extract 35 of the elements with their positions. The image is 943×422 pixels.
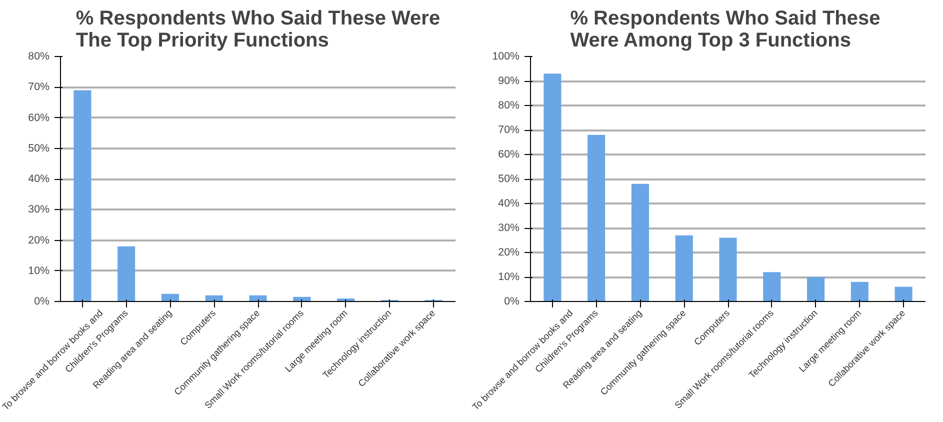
y-tick-label: 40% bbox=[28, 173, 50, 185]
y-tick-label: 80% bbox=[498, 100, 520, 112]
bar bbox=[719, 238, 737, 302]
bar bbox=[74, 90, 92, 302]
bar bbox=[249, 295, 267, 302]
y-tick-label: 0% bbox=[504, 296, 520, 308]
y-tick-label: 30% bbox=[498, 222, 520, 234]
y-tick-label: 70% bbox=[28, 81, 50, 94]
y-tick-label: 50% bbox=[498, 173, 520, 185]
y-tick-label: 90% bbox=[498, 75, 520, 87]
y-tick-label: 10% bbox=[28, 264, 50, 277]
chart-title: % Respondents Who Said These Were Among Top 3 Functions bbox=[570, 8, 880, 52]
bar bbox=[850, 282, 868, 302]
bar bbox=[675, 235, 693, 302]
y-tick-label: 60% bbox=[498, 148, 520, 160]
y-tick-label: 30% bbox=[28, 204, 50, 216]
y-tick-label: 100% bbox=[492, 50, 520, 62]
y-tick-label: 0% bbox=[34, 296, 50, 308]
bar bbox=[631, 184, 649, 302]
chart-title: % Respondents Who Said These Were The Top Priority Functions bbox=[76, 8, 440, 52]
bar bbox=[807, 277, 825, 302]
y-tick-label: 80% bbox=[28, 50, 50, 62]
y-tick-label: 10% bbox=[498, 271, 520, 283]
y-tick-label: 60% bbox=[28, 112, 50, 124]
y-tick-label: 20% bbox=[498, 246, 520, 258]
y-tick-label: 40% bbox=[498, 198, 520, 210]
bar bbox=[544, 74, 562, 302]
y-tick-label: 70% bbox=[498, 124, 520, 136]
bar bbox=[894, 286, 912, 302]
bar bbox=[588, 134, 606, 302]
bar bbox=[763, 272, 781, 302]
bar bbox=[161, 294, 179, 302]
bar bbox=[118, 246, 136, 302]
y-tick-label: 50% bbox=[28, 142, 50, 154]
y-tick-label: 20% bbox=[28, 234, 50, 246]
